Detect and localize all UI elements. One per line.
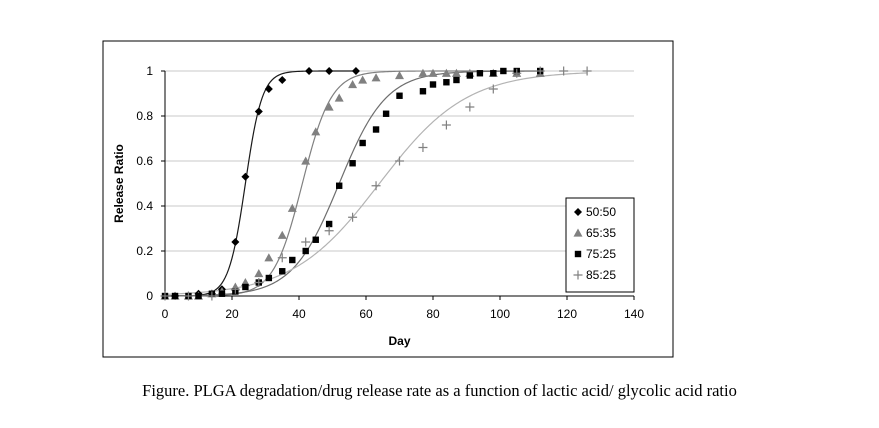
chart-frame (102, 40, 674, 358)
data-point (325, 220, 333, 228)
tick-labels: 0 0.2 0.4 0.6 0.8 1 0 20 40 60 80 100 120 140 (136, 64, 644, 321)
x-axis-title: Day (388, 334, 410, 348)
data-point (305, 67, 314, 75)
legend-label: 50:50 (586, 205, 616, 219)
data-point (195, 292, 202, 300)
y-tick-label: 0.8 (136, 109, 153, 123)
data-point (287, 203, 297, 212)
data-points (160, 66, 592, 301)
data-point (348, 80, 358, 89)
data-point (465, 102, 475, 112)
data-point (582, 66, 592, 76)
data-point (254, 269, 264, 278)
y-axis-title: Release Ratio (112, 144, 126, 223)
data-point (418, 143, 428, 152)
data-point (419, 88, 427, 95)
data-point (490, 70, 497, 77)
legend-marker (574, 208, 582, 216)
x-tick-label: 140 (624, 307, 644, 321)
data-point (351, 67, 360, 75)
x-tick-label: 40 (292, 307, 306, 321)
data-point (395, 156, 404, 166)
y-tick-label: 0.2 (136, 244, 153, 258)
legend-marker (573, 228, 583, 237)
data-point (396, 92, 403, 99)
data-point (278, 76, 287, 84)
data-point (418, 68, 428, 77)
data-point (171, 292, 179, 300)
data-point (311, 127, 321, 136)
legend-marker (574, 250, 582, 258)
data-point (336, 182, 343, 189)
data-point (441, 120, 451, 130)
data-point (183, 291, 193, 301)
data-point (218, 290, 226, 297)
data-point (324, 102, 334, 111)
y-tick-label: 0.4 (136, 199, 153, 213)
data-point (453, 76, 460, 84)
data-point (443, 79, 450, 86)
data-point (372, 126, 380, 133)
legend: 50:50 65:35 75:25 85:25 (565, 197, 635, 293)
data-point (277, 253, 287, 263)
data-point (358, 75, 368, 84)
data-point (289, 256, 296, 264)
x-tick-label: 100 (490, 307, 510, 321)
data-point (207, 291, 217, 301)
data-point (302, 247, 309, 255)
x-tick-label: 120 (557, 307, 577, 321)
data-point (264, 253, 274, 262)
data-point (324, 226, 334, 236)
data-point (500, 67, 507, 75)
data-point (231, 238, 240, 246)
data-point (348, 212, 358, 222)
legend-marker (573, 270, 583, 280)
data-point (312, 236, 319, 243)
data-point (476, 70, 484, 77)
legend-label: 65:35 (586, 226, 616, 240)
data-point (254, 107, 263, 116)
fit-curve-75-25 (164, 70, 541, 297)
data-point (264, 85, 273, 93)
data-point (559, 66, 569, 76)
data-point (334, 93, 344, 102)
x-tick-label: 60 (359, 307, 373, 321)
data-point (488, 84, 498, 94)
data-point (395, 71, 404, 80)
data-point (359, 139, 366, 147)
data-point (279, 268, 286, 275)
data-point (535, 66, 545, 76)
data-point (441, 68, 451, 77)
data-point (301, 237, 311, 247)
data-point (382, 110, 390, 117)
data-point (466, 72, 474, 79)
legend-label: 75:25 (586, 247, 616, 261)
data-point (512, 68, 522, 78)
data-point (277, 230, 287, 239)
figure-caption: Figure. PLGA degradation/drug release ra… (142, 381, 737, 400)
data-point (371, 181, 381, 191)
data-point (428, 68, 438, 77)
y-tick-label: 1 (146, 64, 153, 78)
legend-label: 85:25 (586, 268, 616, 282)
data-point (160, 291, 170, 301)
x-tick-label: 80 (426, 307, 440, 321)
data-point (254, 278, 264, 287)
data-point (429, 81, 437, 88)
data-point (371, 73, 381, 82)
data-point (349, 160, 356, 167)
x-tick-label: 0 (162, 307, 169, 321)
data-point (265, 274, 273, 282)
x-tick-label: 20 (225, 307, 239, 321)
data-point (241, 172, 250, 181)
fit-curve-65-35 (165, 70, 541, 297)
y-tick-label: 0 (146, 289, 153, 303)
data-point (242, 283, 249, 291)
data-point (325, 67, 334, 75)
data-point (230, 284, 240, 294)
data-point (451, 68, 461, 77)
y-tick-label: 0.6 (136, 154, 153, 168)
data-point (301, 156, 311, 165)
